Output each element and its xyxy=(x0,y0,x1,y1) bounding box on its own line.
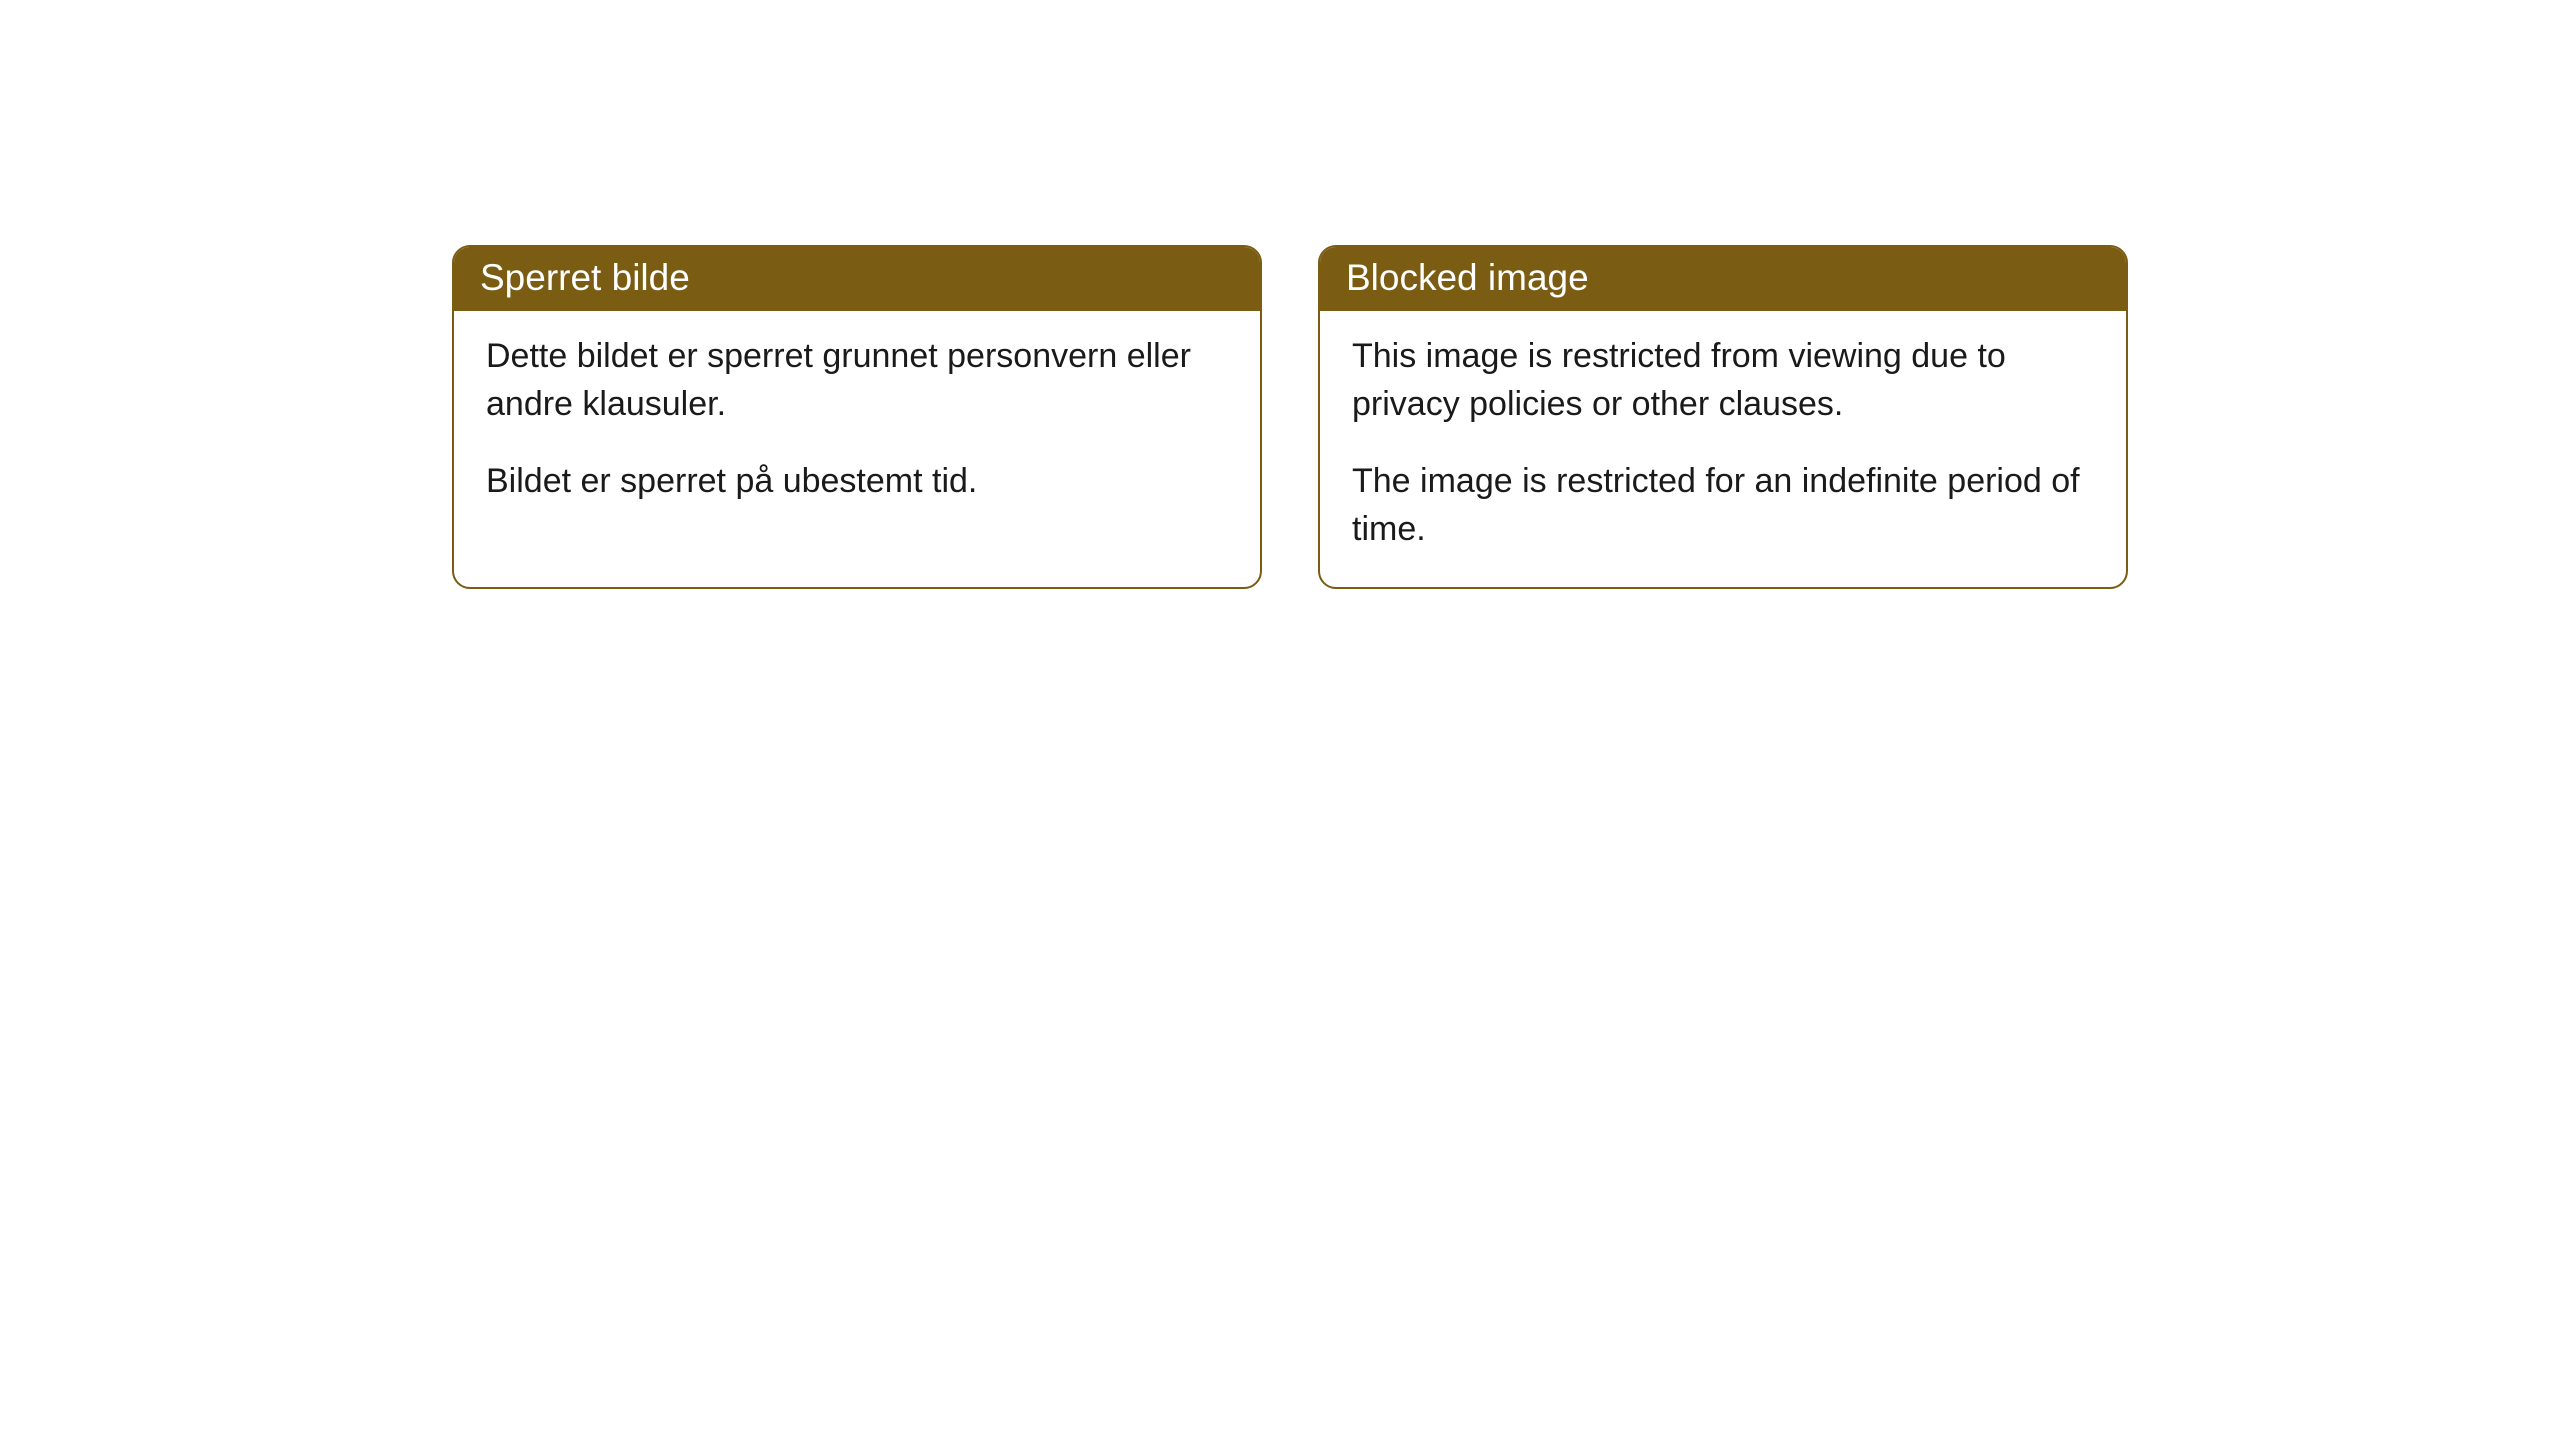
card-paragraph: The image is restricted for an indefinit… xyxy=(1352,458,2094,553)
card-header: Blocked image xyxy=(1320,247,2126,311)
card-header: Sperret bilde xyxy=(454,247,1260,311)
notice-card-english: Blocked image This image is restricted f… xyxy=(1318,245,2128,589)
card-paragraph: Bildet er sperret på ubestemt tid. xyxy=(486,458,1228,506)
notice-card-norwegian: Sperret bilde Dette bildet er sperret gr… xyxy=(452,245,1262,589)
card-paragraph: Dette bildet er sperret grunnet personve… xyxy=(486,333,1228,428)
card-body: Dette bildet er sperret grunnet personve… xyxy=(454,311,1260,540)
notice-cards-container: Sperret bilde Dette bildet er sperret gr… xyxy=(452,245,2128,589)
card-body: This image is restricted from viewing du… xyxy=(1320,311,2126,587)
card-paragraph: This image is restricted from viewing du… xyxy=(1352,333,2094,428)
